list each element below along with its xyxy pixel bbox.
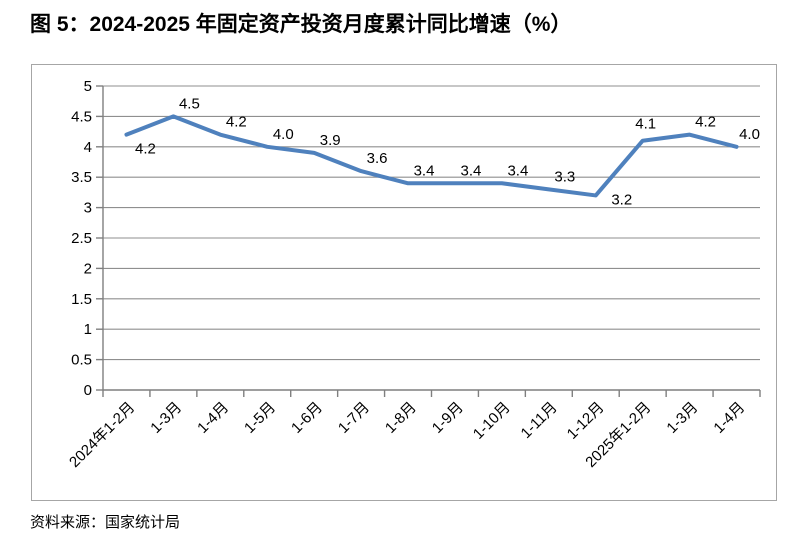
y-axis-tick-label: 1.5 [71,291,92,308]
x-axis-tick-label: 1-12月 [564,399,608,443]
x-axis-tick-label: 1-10月 [470,399,514,443]
data-label: 3.4 [507,162,528,179]
data-line-series [124,114,739,198]
x-axis-tick-label: 1-5月 [241,399,279,437]
source-note: 资料来源：国家统计局 [30,514,181,531]
data-label: 3.4 [461,162,482,179]
x-axis-tick-label: 1-7月 [335,399,373,437]
x-axis-tick-label: 1-4月 [194,399,232,437]
y-axis-tick-label: 1 [84,321,92,338]
x-axis-tick-label: 2024年1-2月 [66,399,138,471]
y-axis-tick-label: 5 [84,78,92,95]
x-axis-tick-label: 1-9月 [429,399,467,437]
data-label: 3.6 [367,150,388,167]
data-label: 4.2 [135,141,156,158]
x-axis-tick-label: 1-3月 [663,399,701,437]
y-axis-tick-label: 0.5 [71,352,92,369]
data-label: 4.1 [635,116,656,133]
y-axis-tick-label: 3 [84,200,92,217]
data-label: 4.5 [179,95,200,112]
data-label: 4.0 [273,126,294,143]
y-axis-tick-label: 2.5 [71,230,92,247]
chart-frame: 0 0.5 1 1.5 2 2.5 3 3.5 4 4.5 5 2024年1-2月 1-3月 1-4月 1-… [31,64,777,501]
y-axis-tick-label: 0 [84,382,92,399]
y-axis-tick-label: 4 [84,139,92,156]
data-label: 4.2 [226,114,247,131]
figure-title: 图 5：2024-2025 年固定资产投资月度累计同比增速（%） [30,13,572,36]
x-axis-tick-label: 1-8月 [382,399,420,437]
data-label: 3.3 [554,168,575,185]
data-label: 4.2 [695,114,716,131]
data-label: 3.2 [611,191,632,208]
x-axis-tick-label: 1-11月 [518,399,561,442]
x-axis-tick-label: 1-4月 [710,399,748,437]
y-axis-tick-label: 2 [84,260,92,277]
x-axis-tick-label: 1-6月 [288,399,326,437]
data-label: 4.0 [739,126,760,143]
x-axis-tick-label: 1-3月 [147,399,185,437]
data-label: 3.9 [320,132,341,149]
y-axis-tick-label: 4.5 [71,108,92,125]
y-axis-tick-label: 3.5 [71,169,92,186]
data-label: 3.4 [414,162,435,179]
